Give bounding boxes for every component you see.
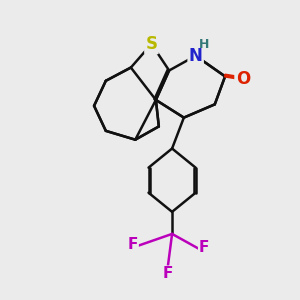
Text: S: S xyxy=(146,35,158,53)
Text: F: F xyxy=(128,237,138,252)
Text: O: O xyxy=(236,70,250,88)
Text: F: F xyxy=(199,240,209,255)
Text: H: H xyxy=(199,38,209,51)
Text: F: F xyxy=(163,266,173,281)
Text: N: N xyxy=(189,47,202,65)
